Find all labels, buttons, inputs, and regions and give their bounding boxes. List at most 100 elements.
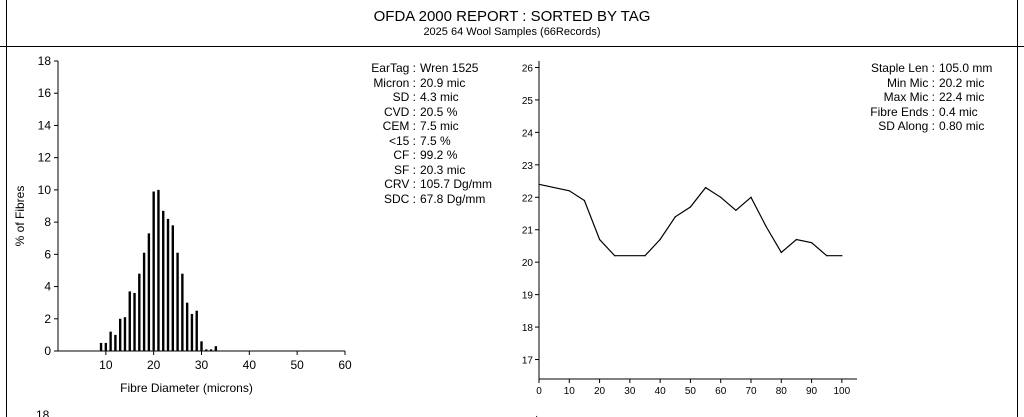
profile-data-point <box>720 196 722 198</box>
histogram-y-tick-label: 18 <box>38 54 52 68</box>
histogram-y-tick-label: 16 <box>38 86 52 100</box>
histogram-bar <box>176 252 179 351</box>
staple-stat-value: 22.4 mic <box>939 90 985 104</box>
histogram-y-tick-label: 14 <box>38 118 52 132</box>
fibre-stat-value: 99.2 % <box>420 148 458 162</box>
histogram-bar <box>118 318 122 351</box>
histogram-bar <box>128 291 131 351</box>
fibre-stat-label: SD : <box>392 90 416 104</box>
profile-data-point <box>583 199 586 202</box>
histogram-y-tick-label: 6 <box>44 247 51 261</box>
staple-stat-label: Fibre Ends : <box>870 104 935 119</box>
fibre-stat-value: 67.8 Dg/mm <box>420 191 486 206</box>
fibre-stat-value: 4.3 mic <box>420 90 459 104</box>
profile-x-tick-label: 100 <box>834 386 851 397</box>
profile-data-point <box>598 238 601 241</box>
fibre-stat-value: 105.7 Dg/mm <box>420 177 493 191</box>
staple-stat-value: 20.2 mic <box>939 75 985 90</box>
profile-data-point <box>614 255 616 257</box>
profile-series-line <box>538 183 842 257</box>
fibre-stat-value: Wren 1525 <box>420 61 479 75</box>
profile-x-tick-label: 50 <box>685 386 697 397</box>
staple-stat-value: 0.4 mic <box>939 104 978 119</box>
fibre-stat-label: CVD : <box>383 104 416 119</box>
histogram-x-tick-label: 20 <box>147 358 161 372</box>
profile-data-point <box>659 238 661 241</box>
histogram-y-axis-label: % of Fibres <box>13 186 27 247</box>
profile-y-tick-label: 21 <box>522 226 534 237</box>
staple-stat-value: 105.0 mm <box>939 61 993 75</box>
next-section-partial-tick: · <box>535 411 538 417</box>
staple-stat-label: Min Mic : <box>887 75 935 90</box>
profile-data-point <box>826 255 828 257</box>
histogram-bar <box>147 233 151 351</box>
histogram-y-tick-label: 0 <box>44 344 51 358</box>
fibre-stat-label: CF : <box>393 148 416 162</box>
profile-y-tick-label: 22 <box>522 193 534 204</box>
histogram-bar <box>114 334 117 351</box>
profile-data-point <box>674 216 676 218</box>
profile-x-tick-label: 10 <box>564 386 576 397</box>
fibre-stat-label: CRV : <box>384 177 416 191</box>
profile-y-tick-label: 23 <box>522 161 534 172</box>
profile-x-tick-label: 40 <box>655 386 667 397</box>
fibre-stat-value: 7.5 mic <box>420 119 459 133</box>
fibre-stat-label: <15 : <box>388 133 416 148</box>
histogram-bar <box>152 191 155 351</box>
profile-x-tick-label: 90 <box>806 386 818 397</box>
profile-x-tick-label: 70 <box>745 386 757 397</box>
profile-data-point <box>810 242 813 244</box>
profile-y-tick-label: 24 <box>522 128 534 139</box>
fibre-stat-value: 20.5 % <box>420 104 458 119</box>
profile-y-tick-label: 26 <box>522 63 534 74</box>
histogram-bar <box>133 293 136 351</box>
profile-y-tick-label: 19 <box>522 291 534 302</box>
histogram-y-tick-label: 8 <box>44 215 51 229</box>
profile-data-point <box>780 251 782 254</box>
fibre-stat-label: Micron : <box>373 75 416 90</box>
histogram-x-tick-label: 50 <box>290 358 304 372</box>
fibre-stat-label: SDC : <box>383 191 416 206</box>
fibre-stat-value: 20.9 mic <box>420 75 466 90</box>
profile-y-tick-label: 25 <box>522 96 534 107</box>
profile-data-point <box>538 183 540 185</box>
profile-x-tick-label: 20 <box>594 386 606 397</box>
profile-y-tick-label: 18 <box>522 323 534 334</box>
histogram-bar <box>109 331 112 351</box>
histogram-y-tick-label: 10 <box>38 183 52 197</box>
histogram-bar <box>181 273 184 351</box>
histogram-bar <box>142 252 146 351</box>
histogram-bar <box>104 342 108 351</box>
histogram-bar <box>99 342 103 351</box>
histogram-x-tick-label: 60 <box>338 358 352 372</box>
profile-x-tick-label: 80 <box>776 386 788 397</box>
profile-data-point <box>689 206 692 208</box>
profile-data-point <box>735 209 737 211</box>
histogram-y-tick-label: 2 <box>44 312 51 326</box>
histogram-bar <box>123 317 127 351</box>
fibre-stat-label: CEM : <box>382 119 416 133</box>
histogram-bar <box>205 349 208 351</box>
profile-y-tick-label: 17 <box>522 356 534 367</box>
profile-data-point <box>750 196 752 198</box>
fibre-stat-label: EarTag : <box>371 61 416 75</box>
histogram-bar <box>195 310 198 351</box>
histogram-bar <box>190 313 194 351</box>
histogram-bar <box>166 218 170 351</box>
fibre-stat-value: 7.5 % <box>420 133 451 148</box>
profile-y-tick-label: 20 <box>522 258 534 269</box>
report-title: OFDA 2000 REPORT : SORTED BY TAG <box>373 8 651 25</box>
profile-data-point <box>765 225 767 228</box>
profile-data-point <box>795 238 798 241</box>
profile-data-point <box>704 186 707 189</box>
diameter-profile-chart: 17 18 19 20 21 22 23 24 25 26 0 10 20 30 40 50 60 70 80 90 1… <box>522 61 857 397</box>
histogram-x-tick-label: 40 <box>243 358 257 372</box>
fibre-stat-value: 20.3 mic <box>420 162 466 177</box>
histogram-bar <box>171 225 174 351</box>
histogram-x-tick-label: 10 <box>99 358 113 372</box>
histogram-bar <box>214 346 218 351</box>
profile-data-point <box>644 255 646 257</box>
fibre-stat-label: SF : <box>393 162 416 177</box>
histogram-bar <box>157 189 160 351</box>
